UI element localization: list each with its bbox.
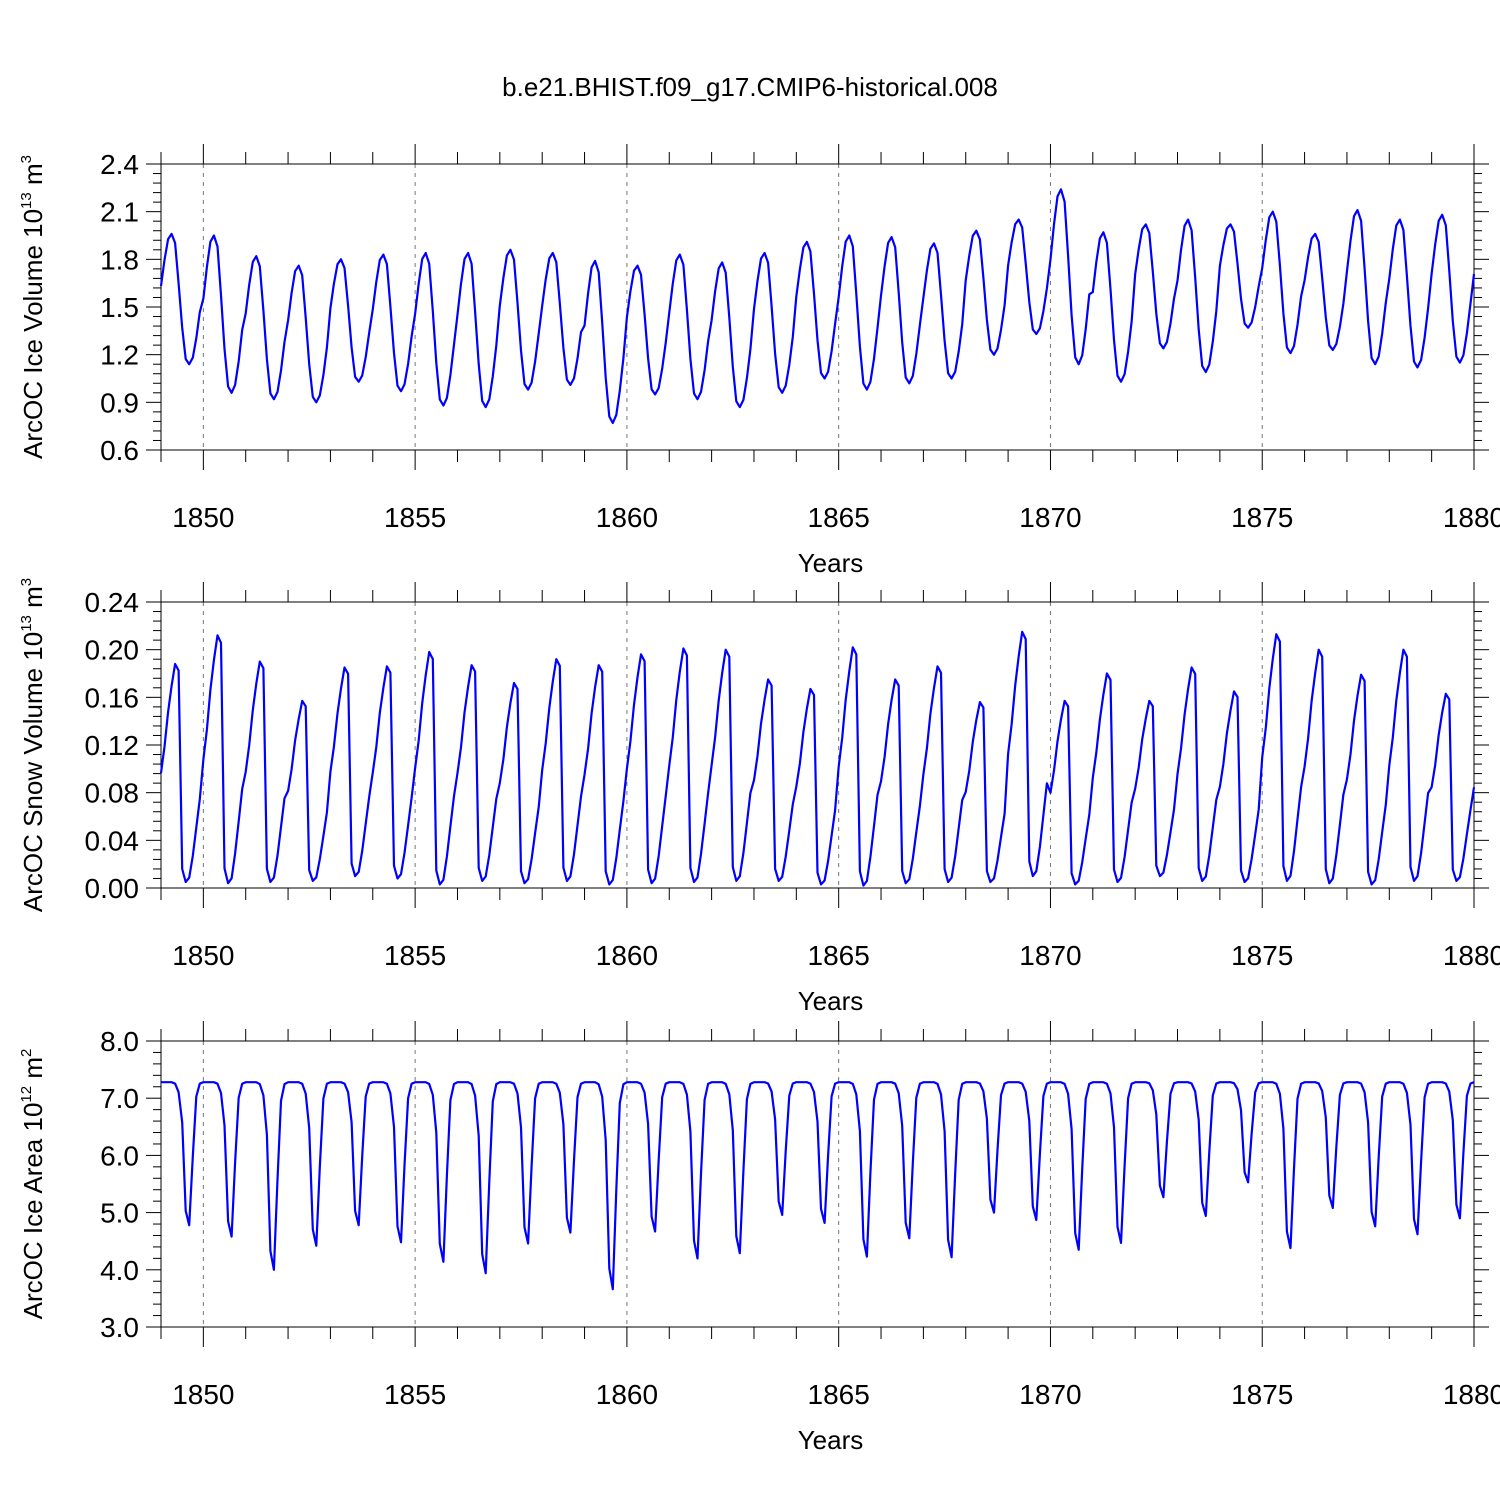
panel-1: 1850 1855 1860 1865 1870 1875 1880 0.6 0.9 1.2 1.5… bbox=[18, 144, 1500, 578]
y-tick-label: 8.0 bbox=[100, 1026, 139, 1057]
y-tick-label: 0.16 bbox=[85, 682, 140, 713]
y-tick-label: 0.08 bbox=[85, 778, 140, 809]
x-tick-label: 1865 bbox=[808, 1379, 870, 1410]
series-line bbox=[161, 1081, 1475, 1291]
y-tick-label: 1.5 bbox=[100, 292, 139, 323]
y-axis-title: ArcOC Ice Area 1012 m2 bbox=[18, 1049, 48, 1320]
x-tick-label: 1875 bbox=[1231, 502, 1293, 533]
y-axis-title: ArcOC Ice Volume 1013 m3 bbox=[18, 155, 48, 459]
x-axis-title: Years bbox=[798, 548, 864, 578]
y-tick-label: 1.8 bbox=[100, 244, 139, 275]
x-tick-label: 1865 bbox=[808, 940, 870, 971]
panel-3: 1850 1855 1860 1865 1870 1875 1880 3.0 4.0 5.0 6.0… bbox=[18, 1021, 1500, 1455]
x-tick-label: 1860 bbox=[596, 502, 658, 533]
x-axis-title: Years bbox=[798, 1425, 864, 1455]
y-tick-label: 7.0 bbox=[100, 1083, 139, 1114]
y-tick-label: 0.24 bbox=[85, 587, 140, 618]
x-tick-label: 1850 bbox=[172, 940, 234, 971]
y-tick-label: 0.12 bbox=[85, 730, 140, 761]
panels: 1850 1855 1860 1865 1870 1875 1880 0.6 0.9 1.2 1.5… bbox=[18, 144, 1500, 1455]
x-tick-label: 1875 bbox=[1231, 1379, 1293, 1410]
figure-title: b.e21.BHIST.f09_g17.CMIP6-historical.008 bbox=[502, 72, 998, 102]
y-tick-label: 1.2 bbox=[100, 340, 139, 371]
x-tick-label: 1855 bbox=[384, 940, 446, 971]
series-line bbox=[159, 188, 1476, 425]
plot-frame bbox=[160, 163, 1475, 451]
y-tick-label: 6.0 bbox=[100, 1140, 139, 1171]
y-tick-label: 2.1 bbox=[100, 197, 139, 228]
x-tick-label: 1870 bbox=[1019, 1379, 1081, 1410]
y-tick-label: 0.9 bbox=[100, 387, 139, 418]
y-tick-label: 4.0 bbox=[100, 1255, 139, 1286]
plot-frame bbox=[160, 1040, 1475, 1328]
x-tick-label: 1850 bbox=[172, 1379, 234, 1410]
x-tick-label: 1860 bbox=[596, 1379, 658, 1410]
x-tick-label: 1880 bbox=[1443, 940, 1500, 971]
y-tick-label: 0.00 bbox=[85, 873, 140, 904]
x-tick-label: 1875 bbox=[1231, 940, 1293, 971]
y-tick-label: 0.20 bbox=[85, 635, 140, 666]
x-tick-label: 1860 bbox=[596, 940, 658, 971]
x-tick-label: 1880 bbox=[1443, 1379, 1500, 1410]
x-tick-label: 1855 bbox=[384, 502, 446, 533]
x-tick-label: 1865 bbox=[808, 502, 870, 533]
panel-2: 1850 1855 1860 1865 1870 1875 1880 0.00 0.04 0.08… bbox=[18, 578, 1500, 1016]
y-tick-label: 0.04 bbox=[85, 825, 140, 856]
x-tick-label: 1870 bbox=[1019, 940, 1081, 971]
y-tick-label: 3.0 bbox=[100, 1312, 139, 1343]
y-tick-label: 2.4 bbox=[100, 149, 139, 180]
x-tick-label: 1850 bbox=[172, 502, 234, 533]
x-tick-label: 1870 bbox=[1019, 502, 1081, 533]
y-tick-label: 0.6 bbox=[100, 435, 139, 466]
y-axis-title: ArcOC Snow Volume 1013 m3 bbox=[18, 578, 48, 912]
x-axis-title: Years bbox=[798, 986, 864, 1016]
x-tick-label: 1880 bbox=[1443, 502, 1500, 533]
y-tick-label: 5.0 bbox=[100, 1198, 139, 1229]
series-line bbox=[159, 630, 1476, 887]
x-tick-label: 1855 bbox=[384, 1379, 446, 1410]
